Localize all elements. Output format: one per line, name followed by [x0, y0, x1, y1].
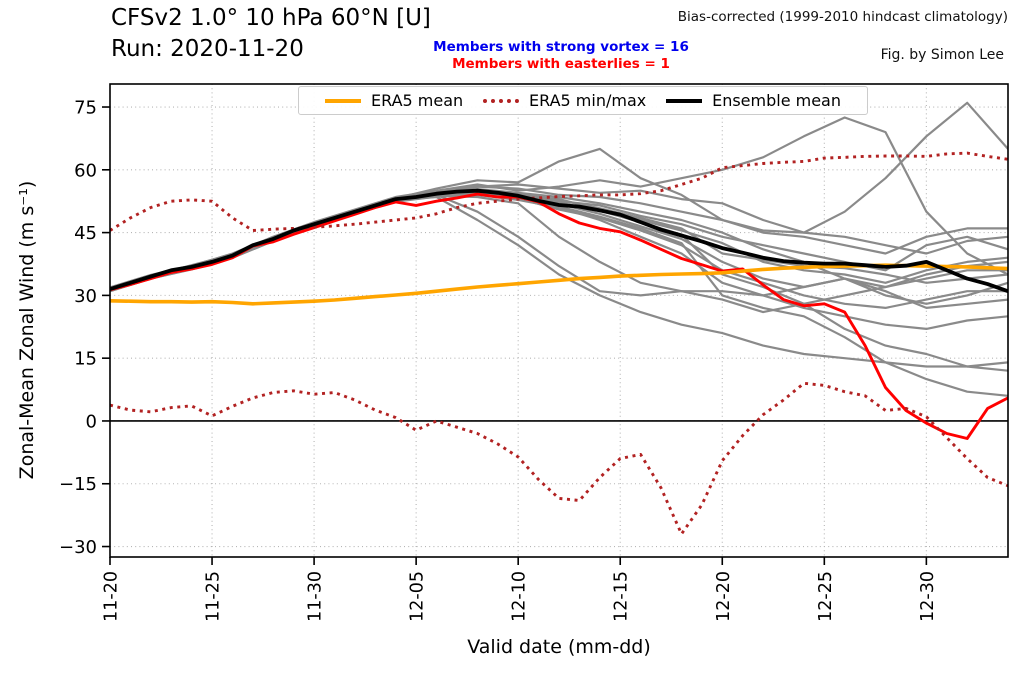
page-title: CFSv2 1.0° 10 hPa 60°N [U] [111, 5, 431, 31]
era5-minmax-line-swatch [483, 98, 520, 103]
svg-text:60: 60 [74, 160, 97, 181]
svg-text:30: 30 [74, 286, 97, 307]
svg-text:11-30: 11-30 [306, 571, 326, 622]
legend-label: Ensemble mean [712, 91, 841, 110]
svg-text:0: 0 [86, 411, 97, 432]
strong-vortex-count: Members with strong vortex = 16 [433, 39, 689, 55]
svg-text:12-15: 12-15 [612, 571, 632, 622]
svg-text:−15: −15 [59, 474, 97, 495]
svg-text:75: 75 [74, 98, 97, 119]
svg-text:12-25: 12-25 [816, 571, 836, 622]
run-date-label: Run: 2020-11-20 [111, 36, 304, 62]
svg-text:12-05: 12-05 [408, 571, 428, 622]
legend: ERA5 mean ERA5 min/max Ensemble mean [298, 86, 868, 115]
legend-item-era5-mean: ERA5 mean [325, 91, 463, 110]
era5-mean-line-swatch [325, 98, 361, 103]
legend-item-ensemble-mean: Ensemble mean [666, 91, 841, 110]
svg-text:11-20: 11-20 [102, 571, 122, 622]
y-axis-label: Zonal-Mean Zonal Wind (m s⁻¹) [16, 180, 38, 480]
legend-item-era5-minmax: ERA5 min/max [483, 91, 646, 110]
svg-text:12-30: 12-30 [918, 571, 938, 622]
ensemble-mean-line-swatch [666, 98, 703, 103]
figure-credit: Fig. by Simon Lee [880, 47, 1004, 63]
easterlies-count: Members with easterlies = 1 [452, 56, 670, 72]
svg-text:15: 15 [74, 349, 97, 370]
svg-text:45: 45 [74, 223, 97, 244]
svg-text:12-20: 12-20 [714, 571, 734, 622]
svg-text:12-10: 12-10 [510, 571, 530, 622]
legend-label: ERA5 min/max [529, 91, 647, 110]
x-axis-label: Valid date (mm-dd) [467, 636, 651, 658]
legend-label: ERA5 mean [371, 91, 464, 110]
svg-text:11-25: 11-25 [204, 571, 224, 622]
bias-correction-note: Bias-corrected (1999-2010 hindcast clima… [677, 9, 1008, 25]
svg-text:−30: −30 [59, 537, 97, 558]
